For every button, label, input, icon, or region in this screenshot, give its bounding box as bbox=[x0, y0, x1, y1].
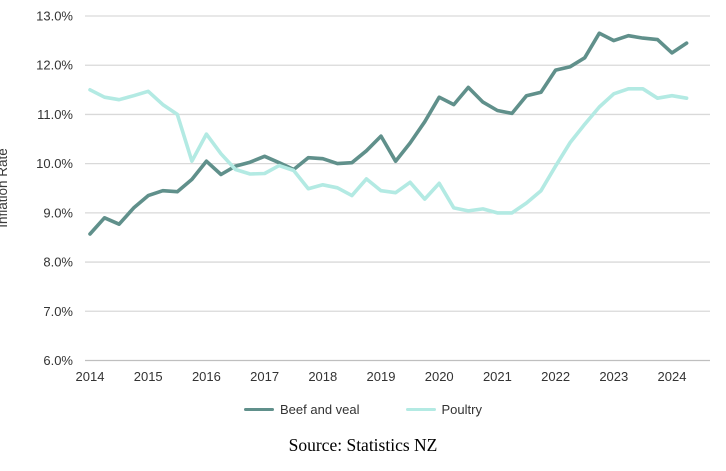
y-tick-label: 12.0% bbox=[36, 58, 73, 73]
x-tick-label: 2019 bbox=[367, 369, 396, 384]
source-note: Source: Statistics NZ bbox=[288, 435, 438, 455]
y-tick-label: 11.0% bbox=[37, 107, 73, 122]
y-tick-label: 10.0% bbox=[36, 156, 73, 171]
poultry-line-swatch bbox=[405, 407, 436, 412]
legend-item-poultry: Poultry bbox=[405, 402, 482, 417]
beef-and-veal-line-swatch bbox=[244, 407, 274, 412]
line-chart-plot: 13.0% 12.0% 11.0% 10.0% 9.0% 8.0% 7.0% 6.0%2014… bbox=[36, 9, 710, 384]
poultry-series-line bbox=[88, 87, 689, 215]
x-tick-label: 2016 bbox=[192, 369, 221, 384]
legend-item-beef-and-veal: Beef and veal bbox=[244, 402, 360, 417]
y-tick-label: 8.0% bbox=[43, 255, 73, 270]
x-tick-label: 2023 bbox=[599, 369, 628, 384]
x-tick-label: 2017 bbox=[250, 369, 279, 384]
y-tick-label: 7.0% bbox=[43, 304, 73, 319]
x-tick-label: 2015 bbox=[134, 369, 163, 384]
x-tick-label: 2024 bbox=[658, 369, 687, 384]
x-tick-label: 2018 bbox=[308, 369, 337, 384]
x-tick-label: 2020 bbox=[425, 369, 454, 384]
legend-label-poultry: Poultry bbox=[441, 402, 482, 417]
x-tick-label: 2014 bbox=[76, 369, 105, 384]
y-tick-label: 9.0% bbox=[43, 205, 73, 220]
legend-label-beef-and-veal: Beef and veal bbox=[280, 402, 360, 417]
beef-and-veal-series-line bbox=[88, 31, 689, 236]
y-tick-label: 13.0% bbox=[36, 9, 73, 24]
x-tick-label: 2022 bbox=[541, 369, 570, 384]
chart-legend: Beef and veal Poultry bbox=[0, 402, 726, 417]
y-tick-label: 6.0% bbox=[43, 353, 73, 368]
x-tick-label: 2021 bbox=[483, 369, 512, 384]
